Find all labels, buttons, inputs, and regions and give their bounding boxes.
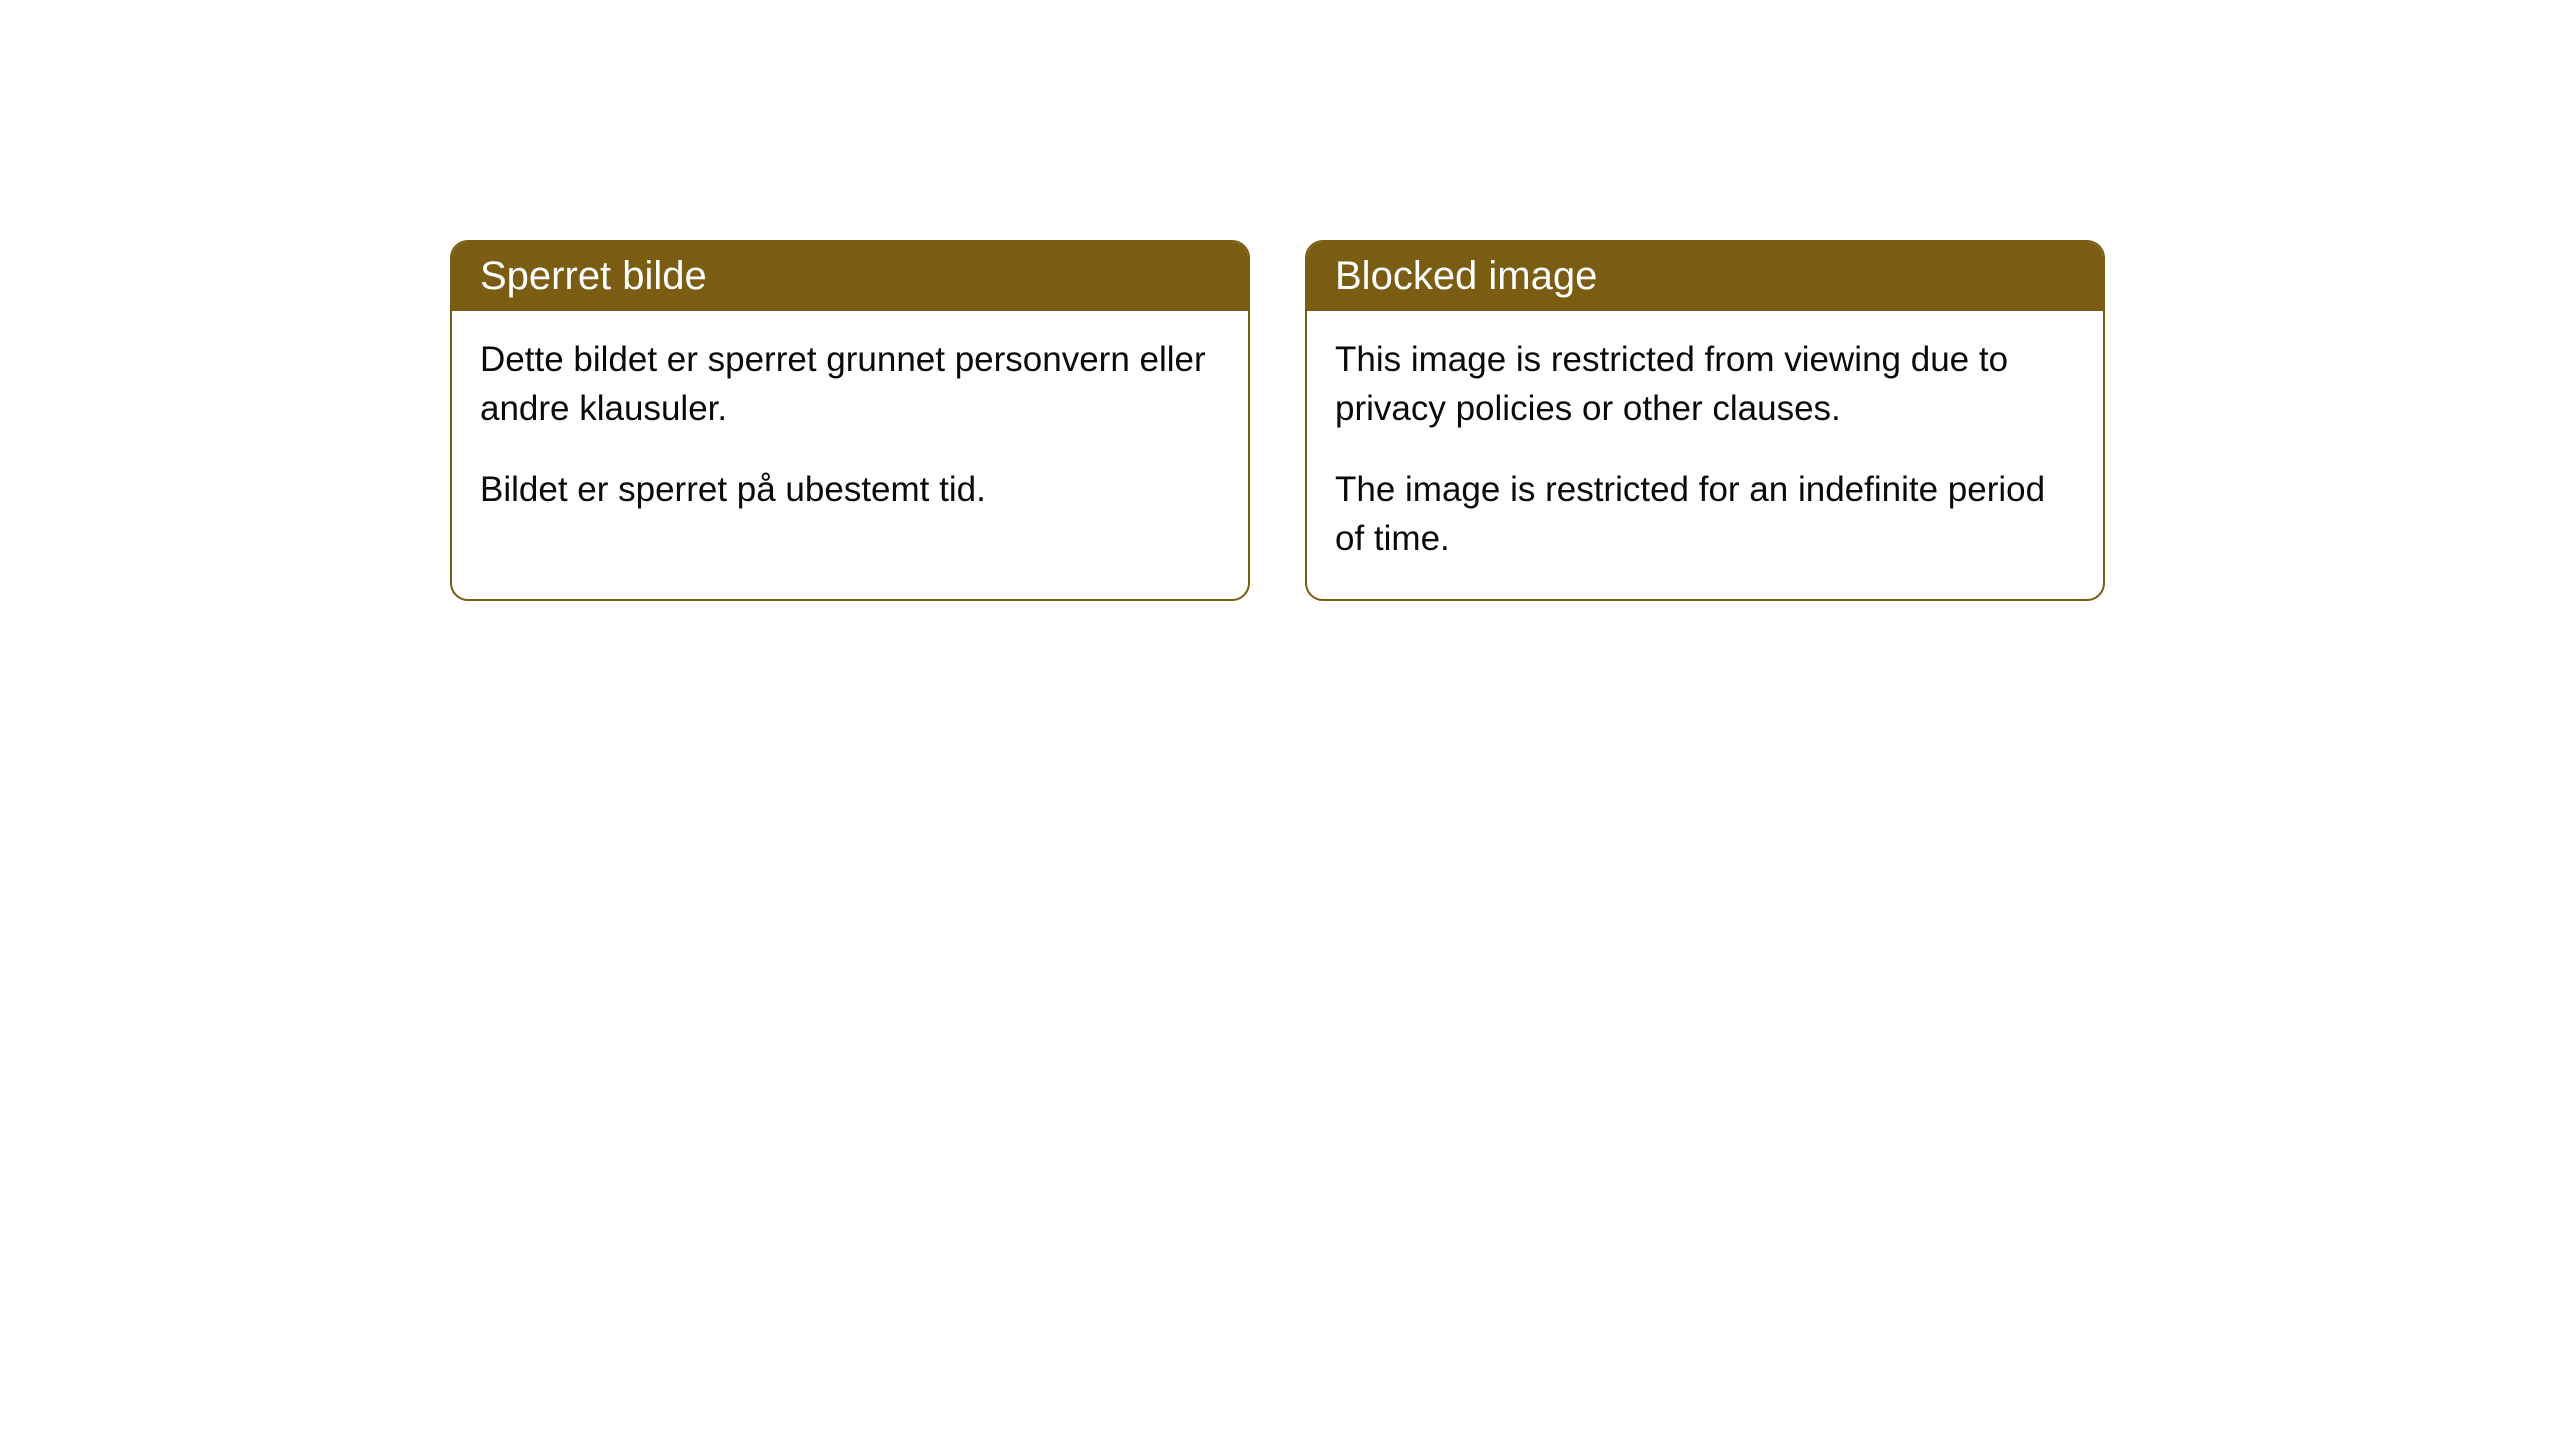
card-header-title: Sperret bilde	[452, 242, 1248, 311]
card-paragraph-duration: Bildet er sperret på ubestemt tid.	[480, 465, 1220, 514]
card-body: This image is restricted from viewing du…	[1307, 311, 2103, 599]
blocked-image-card-norwegian: Sperret bilde Dette bildet er sperret gr…	[450, 240, 1250, 601]
card-paragraph-reason: Dette bildet er sperret grunnet personve…	[480, 335, 1220, 433]
blocked-image-card-english: Blocked image This image is restricted f…	[1305, 240, 2105, 601]
card-paragraph-duration: The image is restricted for an indefinit…	[1335, 465, 2075, 563]
card-header-title: Blocked image	[1307, 242, 2103, 311]
notice-cards-container: Sperret bilde Dette bildet er sperret gr…	[450, 240, 2110, 601]
card-paragraph-reason: This image is restricted from viewing du…	[1335, 335, 2075, 433]
card-body: Dette bildet er sperret grunnet personve…	[452, 311, 1248, 550]
